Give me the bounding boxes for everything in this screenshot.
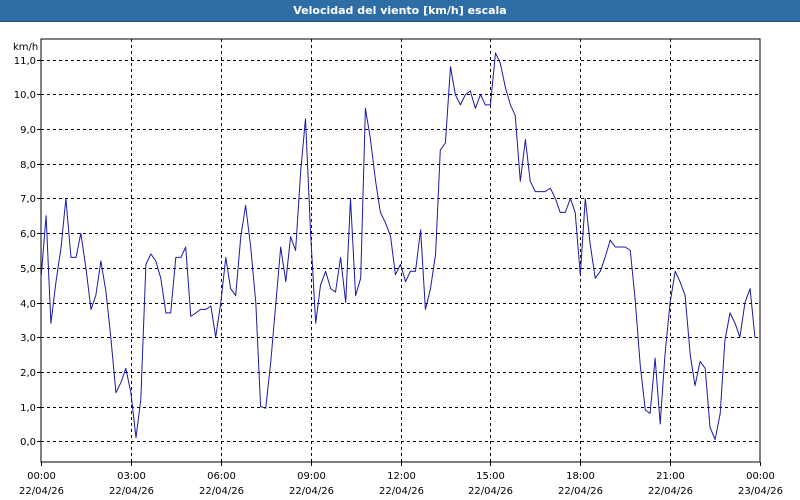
x-tick-date-3: 22/04/26 [289, 486, 334, 497]
y-axis-ticks: 0,0 1,0 2,0 3,0 4,0 5,0 6,0 7,0 8,0 9,0 10,0 11,0 [14, 56, 41, 448]
y-tick-label-10: 10,0 [14, 90, 36, 101]
y-tick-label-4: 4,0 [20, 299, 36, 310]
y-tick-label-7: 7,0 [20, 194, 36, 205]
y-tick-label-6: 6,0 [20, 229, 36, 240]
x-tick-time-2: 06:00 [207, 471, 236, 482]
x-tick-time-6: 18:00 [566, 471, 595, 482]
x-tick-time-0: 00:00 [27, 471, 56, 482]
x-tick-date-5: 22/04/26 [468, 486, 513, 497]
series-line-0 [40, 52, 756, 440]
x-tick-time-4: 12:00 [387, 471, 416, 482]
x-tick-date-7: 22/04/26 [648, 486, 693, 497]
y-tick-label-0: 0,0 [20, 437, 36, 448]
y-tick-label-3: 3,0 [20, 333, 36, 344]
x-tick-time-3: 09:00 [297, 471, 326, 482]
y-tick-label-9: 9,0 [20, 125, 36, 136]
x-tick-date-0: 22/04/26 [19, 486, 64, 497]
x-tick-time-8: 00:00 [746, 471, 775, 482]
x-tick-date-8: 23/04/26 [738, 486, 783, 497]
y-tick-label-1: 1,0 [20, 403, 36, 414]
x-axis-ticks: 00:00 22/04/26 03:00 22/04/26 06:00 22/04/26 0… [19, 462, 783, 497]
x-tick-time-7: 21:00 [656, 471, 685, 482]
chart-title: Velocidad del viento [km/h] escala [0, 0, 800, 22]
y-tick-label-2: 2,0 [20, 368, 36, 379]
y-tick-label-5: 5,0 [20, 264, 36, 275]
x-tick-date-6: 22/04/26 [558, 486, 603, 497]
y-axis-label: km/h [13, 42, 38, 53]
x-tick-date-4: 22/04/26 [379, 486, 424, 497]
series-group [40, 52, 756, 440]
y-tick-label-8: 8,0 [20, 160, 36, 171]
plot-area [40, 38, 761, 463]
x-tick-time-1: 03:00 [117, 471, 146, 482]
x-tick-date-1: 22/04/26 [109, 486, 154, 497]
y-tick-label-11: 11,0 [14, 56, 36, 67]
x-tick-date-2: 22/04/26 [199, 486, 244, 497]
x-tick-time-5: 15:00 [476, 471, 505, 482]
